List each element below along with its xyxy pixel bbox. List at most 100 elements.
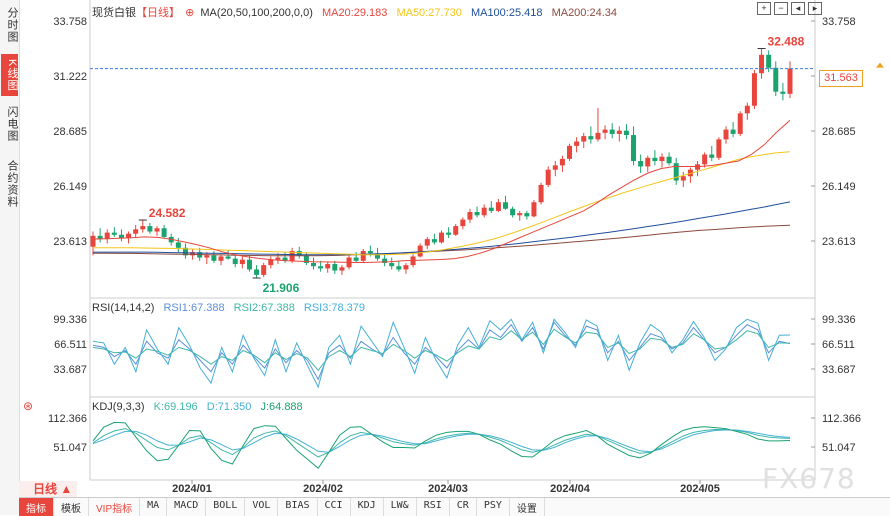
rsi-button[interactable]: RSI bbox=[417, 498, 450, 516]
zoom-in-icon[interactable]: + bbox=[757, 2, 771, 15]
candle-body bbox=[90, 235, 96, 247]
candle-body bbox=[275, 257, 281, 260]
candle-body bbox=[474, 212, 480, 216]
candle-body bbox=[481, 207, 487, 216]
candle-body bbox=[773, 67, 779, 92]
candle-body bbox=[204, 255, 210, 258]
settings-icon[interactable]: ⊕ bbox=[185, 7, 195, 19]
candle-body bbox=[488, 207, 494, 211]
candle-body bbox=[545, 169, 551, 185]
cr-button[interactable]: CR bbox=[450, 498, 477, 516]
candle-body bbox=[389, 262, 395, 267]
candle-body bbox=[567, 145, 573, 159]
psy-button[interactable]: PSY bbox=[477, 498, 510, 516]
candle-body bbox=[182, 247, 188, 256]
candle-body bbox=[623, 130, 629, 136]
candle-body bbox=[751, 73, 757, 106]
candle-body bbox=[531, 202, 537, 217]
candle-body bbox=[680, 176, 686, 181]
indicator-tab[interactable]: 指标 bbox=[19, 498, 54, 516]
kdj-button[interactable]: KDJ bbox=[351, 498, 384, 516]
period-label: 【日线】 bbox=[136, 7, 180, 19]
candle-body bbox=[232, 258, 238, 265]
candle-body bbox=[268, 259, 274, 266]
candle-body bbox=[126, 233, 132, 239]
rsi-tick-label-right: 33.687 bbox=[822, 364, 856, 376]
bias-button[interactable]: BIAS bbox=[278, 498, 318, 516]
candle-body bbox=[417, 245, 423, 257]
candle-body bbox=[140, 226, 146, 230]
candle-body bbox=[453, 226, 459, 235]
candle-body bbox=[403, 265, 409, 270]
candle-body bbox=[538, 184, 544, 203]
tab-kline[interactable]: K线图 bbox=[1, 54, 18, 96]
period-selector[interactable]: 日线 ▲ bbox=[19, 481, 77, 497]
rsi-title: RSI(14,14,2) bbox=[92, 302, 155, 314]
kdj-k-line bbox=[92, 428, 791, 458]
move-left-icon[interactable]: ◂ bbox=[791, 2, 805, 15]
x-tick-label: 2024/05 bbox=[680, 483, 720, 495]
candle-body bbox=[424, 239, 430, 246]
candle-body bbox=[396, 266, 402, 270]
candle-body bbox=[239, 259, 245, 265]
candle-body bbox=[659, 156, 665, 162]
candle-body bbox=[332, 264, 338, 271]
y-tick-label-left: 28.685 bbox=[53, 126, 87, 138]
rsi-legend: RSI(14,14,2) RSI1:67.388 RSI2:67.388 RSI… bbox=[92, 302, 371, 314]
rsi-tick-label-left: 99.336 bbox=[53, 314, 87, 326]
vol-button[interactable]: VOL bbox=[245, 498, 279, 516]
candle-body bbox=[552, 165, 558, 170]
candle-body bbox=[780, 91, 786, 94]
candle-body bbox=[574, 141, 580, 146]
candle-body bbox=[709, 154, 715, 158]
candle-body bbox=[111, 232, 117, 235]
boll-button[interactable]: BOLL bbox=[206, 498, 246, 516]
candle-body bbox=[190, 252, 196, 256]
candle-body bbox=[161, 228, 167, 237]
template-tab[interactable]: 模板 bbox=[54, 498, 89, 516]
j-value: J:64.888 bbox=[260, 401, 303, 413]
candle-body bbox=[695, 164, 701, 170]
y-tick-label-left: 31.222 bbox=[53, 71, 87, 83]
candle-body bbox=[581, 136, 587, 142]
kdj-tick-label-right: 112.366 bbox=[822, 413, 861, 425]
rsi-rsi1-line bbox=[92, 321, 791, 381]
target-icon[interactable]: ⊛ bbox=[23, 399, 34, 413]
d-value: D:71.350 bbox=[206, 401, 252, 413]
candle-body bbox=[382, 258, 388, 263]
candle-body bbox=[716, 139, 722, 158]
macd-button[interactable]: MACD bbox=[167, 498, 207, 516]
candle-body bbox=[325, 264, 331, 269]
cci-button[interactable]: CCI bbox=[318, 498, 351, 516]
rsi-tick-label-left: 66.511 bbox=[54, 339, 87, 351]
candle-body bbox=[154, 228, 160, 232]
kdj-tick-label-right: 51.047 bbox=[822, 442, 856, 454]
candle-body bbox=[517, 213, 523, 216]
candle-body bbox=[730, 129, 736, 134]
move-right-icon[interactable]: ▸ bbox=[808, 2, 822, 15]
side-tabs: 分时图 K线图 闪电图 合约资料 bbox=[0, 0, 20, 515]
tab-flash[interactable]: 闪电图 bbox=[6, 106, 18, 142]
last-price-arrow-icon bbox=[876, 62, 884, 68]
ma-button[interactable]: MA bbox=[140, 498, 168, 516]
candle-body bbox=[702, 154, 708, 165]
candle-body bbox=[503, 202, 509, 209]
kdj-d-line bbox=[92, 429, 791, 453]
candle-body bbox=[246, 259, 252, 270]
tab-time-sharing[interactable]: 分时图 bbox=[6, 7, 18, 43]
candle-body bbox=[460, 219, 466, 227]
candle-body bbox=[367, 251, 373, 254]
candle-body bbox=[602, 129, 608, 133]
tab-contract-info[interactable]: 合约资料 bbox=[6, 160, 18, 208]
y-tick-label-left: 26.149 bbox=[53, 181, 87, 193]
y-tick-label-right: 23.613 bbox=[822, 236, 856, 248]
ma-params: MA(20,50,100,200,0,0) bbox=[200, 7, 313, 19]
lwr-button[interactable]: LW& bbox=[384, 498, 417, 516]
settings-button[interactable]: 设置 bbox=[510, 498, 545, 516]
x-tick-label: 2024/02 bbox=[303, 483, 343, 495]
candle-body bbox=[631, 135, 637, 162]
zoom-out-icon[interactable]: − bbox=[774, 2, 788, 15]
ma200-line bbox=[93, 224, 791, 257]
vip-indicator-tab[interactable]: VIP指标 bbox=[89, 498, 141, 516]
